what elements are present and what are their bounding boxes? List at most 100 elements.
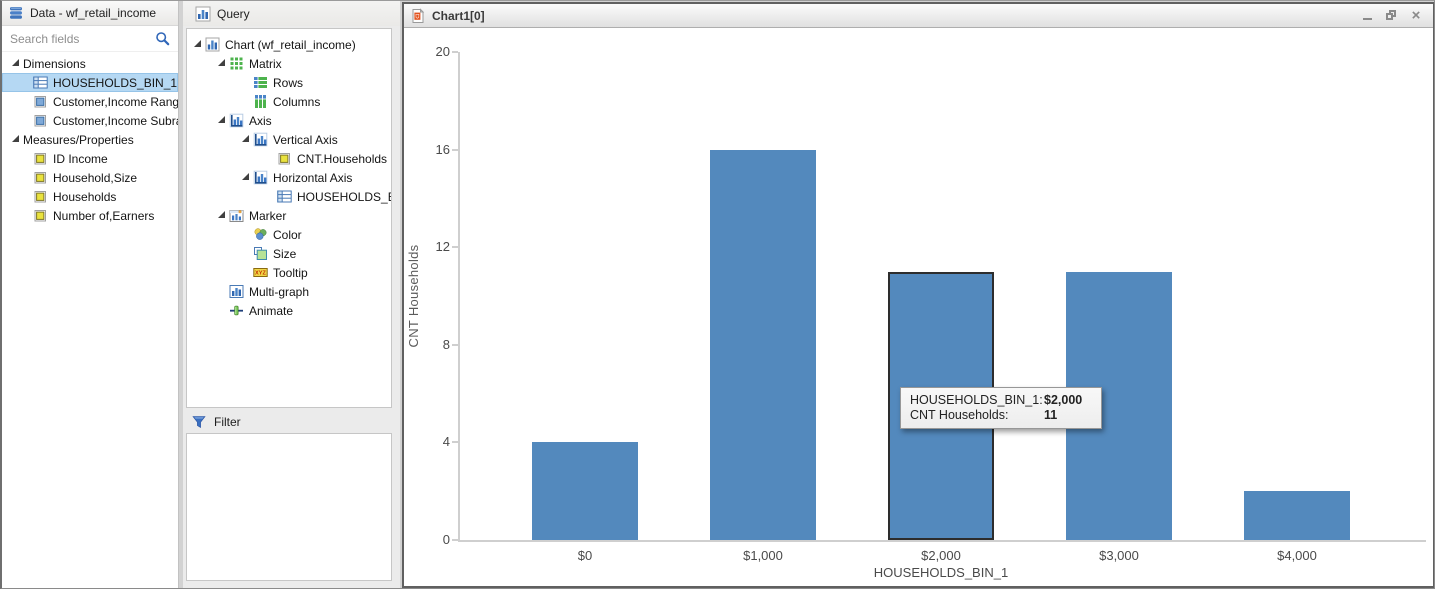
indent-spacer — [240, 247, 253, 260]
tree-item-cnt-households[interactable]: CNT.Households — [187, 149, 391, 168]
indent-spacer — [240, 266, 253, 279]
tree-item-customer-income-subrange[interactable]: Customer,Income Subrange — [2, 111, 178, 130]
tree-item-matrix[interactable]: Matrix — [187, 54, 391, 73]
tree-item-dimensions[interactable]: Dimensions — [2, 54, 178, 73]
indent-spacer — [20, 171, 33, 184]
y-tick-label: 16 — [435, 141, 450, 157]
tree-item-axis[interactable]: Axis — [187, 111, 391, 130]
bar-4000[interactable] — [1244, 491, 1350, 540]
measure-icon — [33, 151, 48, 166]
axis-icon — [229, 113, 244, 128]
size-icon — [253, 246, 268, 261]
bar-1000[interactable] — [710, 150, 816, 540]
indent-spacer — [20, 152, 33, 165]
expand-collapse-arrow[interactable] — [240, 171, 253, 184]
y-tick-mark — [452, 539, 458, 541]
search-icon[interactable] — [155, 31, 170, 46]
filter-title: Filter — [214, 414, 241, 429]
tree-item-multi-graph[interactable]: Multi-graph — [187, 282, 391, 301]
indent-spacer — [240, 228, 253, 241]
tree-item-color[interactable]: Color — [187, 225, 391, 244]
window-controls: × — [1361, 6, 1427, 24]
y-axis-line — [458, 52, 460, 542]
indent-spacer — [20, 95, 33, 108]
tree-item-label: Customer,Income Range — [53, 94, 178, 109]
y-tick-mark — [452, 246, 458, 249]
tree-item-label: Households — [53, 189, 117, 204]
search-row — [2, 26, 178, 52]
y-tick-mark — [452, 343, 458, 346]
chart-document-icon — [410, 7, 426, 24]
search-input[interactable] — [8, 29, 142, 49]
close-icon[interactable]: × — [1411, 6, 1421, 24]
indent-spacer — [20, 209, 33, 222]
tooltip-label: HOUSEHOLDS_BIN_1: — [910, 393, 1043, 407]
query-panel-title: Query — [217, 6, 250, 21]
tree-item-households-bin-1[interactable]: HOUSEHOLDS_BIN_1 — [187, 187, 391, 206]
chart-window: Chart1[0] × CNT Households 0 4 8 12 16 20 $0 $… — [402, 2, 1434, 588]
tree-item-chart-wf-retail-income[interactable]: Chart (wf_retail_income) — [187, 35, 391, 54]
expand-collapse-arrow[interactable] — [216, 114, 229, 127]
columns-icon — [253, 94, 268, 109]
tree-item-number-of-earners[interactable]: Number of,Earners — [2, 206, 178, 225]
expand-collapse-arrow[interactable] — [10, 133, 23, 146]
tree-item-household-size[interactable]: Household,Size — [2, 168, 178, 187]
tooltip-value: $2,000 — [1044, 393, 1083, 407]
tree-item-label: Chart (wf_retail_income) — [225, 37, 356, 52]
data-panel-header: Data - wf_retail_income — [2, 1, 178, 26]
y-tick-mark — [452, 51, 458, 53]
marker-icon — [229, 208, 244, 223]
expand-collapse-arrow[interactable] — [10, 57, 23, 70]
query-panel-header: Query — [183, 1, 400, 26]
tree-item-marker[interactable]: Marker — [187, 206, 391, 225]
bin-table-icon — [277, 189, 292, 204]
tooltip-icon: XYZ — [253, 265, 268, 280]
indent-spacer — [20, 190, 33, 203]
tree-item-label: Color — [273, 227, 302, 242]
tree-item-customer-income-range[interactable]: Customer,Income Range — [2, 92, 178, 111]
tree-item-size[interactable]: Size — [187, 244, 391, 263]
indent-spacer — [216, 304, 229, 317]
tree-item-label: HOUSEHOLDS_BIN_1 — [53, 75, 178, 90]
x-axis-title: HOUSEHOLDS_BIN_1 — [873, 565, 1009, 580]
tree-item-label: Rows — [273, 75, 304, 90]
tree-item-measures-properties[interactable]: Measures/Properties — [2, 130, 178, 149]
query-panel: Query Chart (wf_retail_income) Matrix Rows… — [183, 1, 400, 588]
tree-item-vertical-axis[interactable]: Vertical Axis — [187, 130, 391, 149]
matrix-icon — [229, 56, 244, 71]
expand-collapse-arrow[interactable] — [216, 57, 229, 70]
y-tick-label: 4 — [442, 434, 450, 450]
minimize-icon[interactable] — [1361, 9, 1375, 23]
tree-item-id-income[interactable]: ID Income — [2, 149, 178, 168]
tree-item-label: CNT.Households — [297, 151, 388, 166]
tree-item-tooltip[interactable]: XYZ Tooltip — [187, 263, 391, 282]
tree-item-label: ID Income — [53, 151, 108, 166]
tree-item-label: Household,Size — [53, 170, 138, 185]
tree-item-animate[interactable]: Animate — [187, 301, 391, 320]
indent-spacer — [264, 152, 277, 165]
indent-spacer — [264, 190, 277, 203]
x-tick-label: $3,000 — [1099, 548, 1139, 563]
tree-item-rows[interactable]: Rows — [187, 73, 391, 92]
expand-collapse-arrow[interactable] — [216, 209, 229, 222]
filter-drop-area[interactable] — [186, 433, 392, 581]
tree-item-label: Measures/Properties — [23, 132, 134, 147]
dimension-icon — [33, 94, 48, 109]
expand-collapse-arrow[interactable] — [192, 38, 205, 51]
tree-item-horizontal-axis[interactable]: Horizontal Axis — [187, 168, 391, 187]
chart-window-titlebar[interactable]: Chart1[0] × — [404, 4, 1433, 28]
tree-item-label: Vertical Axis — [273, 132, 338, 147]
tree-item-households-bin-1[interactable]: HOUSEHOLDS_BIN_1 — [2, 73, 178, 92]
tree-item-label: Tooltip — [273, 265, 308, 280]
y-tick-label: 8 — [442, 336, 450, 352]
query-chart-icon — [195, 6, 211, 22]
data-tooltip: HOUSEHOLDS_BIN_1: $2,000 CNT Households:… — [900, 387, 1102, 429]
data-field-tree: Dimensions HOUSEHOLDS_BIN_1 Customer,Incom… — [2, 52, 178, 225]
tooltip-label: CNT Households: — [910, 408, 1009, 422]
indent-spacer — [240, 76, 253, 89]
tree-item-columns[interactable]: Columns — [187, 92, 391, 111]
restore-icon[interactable] — [1385, 9, 1399, 23]
bar-0[interactable] — [532, 442, 638, 540]
expand-collapse-arrow[interactable] — [240, 133, 253, 146]
tree-item-households[interactable]: Households — [2, 187, 178, 206]
